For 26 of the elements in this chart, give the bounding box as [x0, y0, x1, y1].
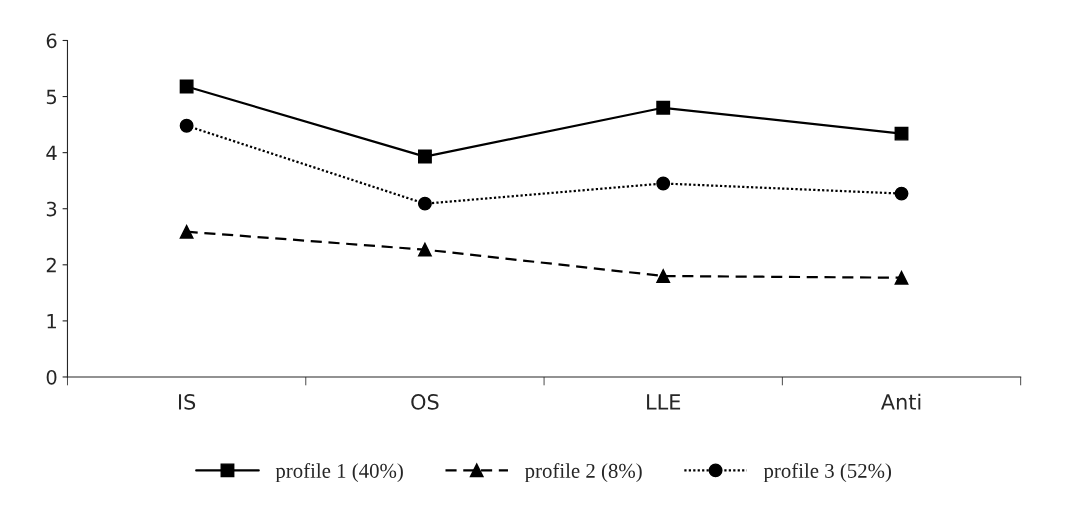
point [894, 270, 909, 285]
y-tick-label: 6 [46, 33, 57, 49]
point [656, 269, 671, 283]
x-tick-label: Anti [880, 393, 921, 410]
point [179, 118, 194, 133]
y-tick-label: 4 [46, 145, 57, 161]
y-tick-label: 0 [46, 369, 57, 385]
point [894, 186, 909, 201]
point [417, 242, 432, 257]
y-tick-label: 3 [46, 201, 57, 217]
y-tick-label: 2 [46, 257, 56, 273]
y-tick-label: 5 [46, 89, 57, 105]
point [417, 196, 432, 211]
point [656, 100, 671, 115]
x-tick-label: LLE [647, 394, 681, 410]
legend-label: profile 2 (8%) [524, 463, 642, 483]
legend-label: profile 3 (52%) [763, 463, 891, 483]
x-tick-label: OS [411, 394, 439, 410]
x-tick-label: IS [178, 394, 196, 410]
point [179, 79, 194, 94]
point [179, 224, 194, 239]
legend-label: profile 1 (40%) [275, 463, 403, 483]
point [656, 176, 671, 191]
point [894, 126, 909, 141]
y-tick-label: 1 [47, 314, 56, 329]
point [417, 149, 432, 164]
